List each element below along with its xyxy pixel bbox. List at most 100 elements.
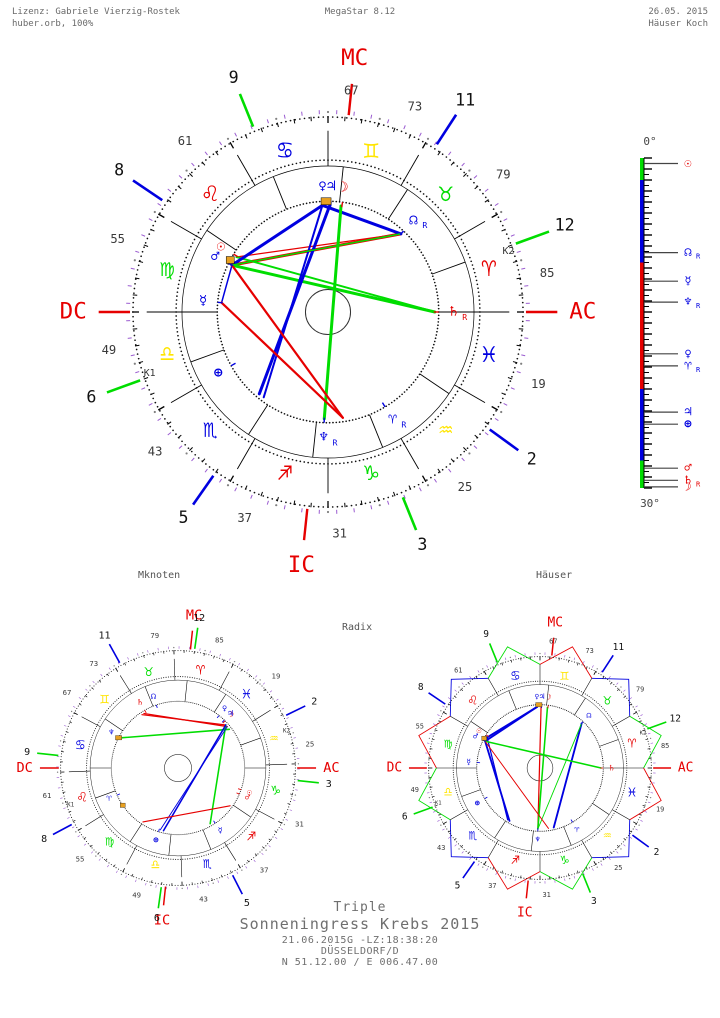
sign-divider bbox=[454, 384, 486, 404]
house-bar bbox=[488, 428, 520, 452]
center-circle bbox=[304, 288, 352, 336]
planet-glyph-north-node: ☊ bbox=[151, 692, 156, 702]
house-cusp bbox=[563, 826, 572, 846]
sign-glyph-pisces: ♓ bbox=[242, 686, 251, 703]
label-mknoten: Mknoten bbox=[138, 570, 181, 581]
sign-glyph-taurus: ♉ bbox=[603, 693, 612, 709]
degree-label-37: 37 bbox=[237, 511, 252, 525]
sign-divider bbox=[173, 658, 176, 681]
planet-tick bbox=[158, 828, 160, 832]
degree-label-43: 43 bbox=[437, 844, 445, 852]
scale-segment bbox=[640, 389, 644, 461]
planet-glyph-mercury: ☿ bbox=[218, 826, 223, 836]
aspect-lines bbox=[220, 203, 437, 421]
minor-tick-band bbox=[126, 110, 530, 514]
planet-glyph-neptune: ♆ bbox=[319, 429, 328, 445]
sign-glyph-libra: ♎ bbox=[151, 857, 160, 874]
aspect-line bbox=[486, 736, 509, 821]
planet-glyph-saturn: ♄ bbox=[609, 764, 614, 773]
house-number-6: 6 bbox=[402, 812, 408, 823]
sign-divider bbox=[400, 154, 420, 186]
sign-divider bbox=[236, 154, 256, 186]
scale-bottom-label: 30° bbox=[640, 497, 660, 510]
scale-segment bbox=[640, 180, 644, 263]
sign-glyph-aries: ♈ bbox=[628, 735, 637, 751]
planet-glyph-north-node: ☊ bbox=[409, 212, 418, 228]
house-bar bbox=[37, 752, 59, 757]
degree-label-25: 25 bbox=[614, 864, 622, 872]
scale-glyph-jupiter: ♃ bbox=[684, 405, 691, 419]
retrograde-marker-neptune: R bbox=[332, 437, 337, 447]
mknoten-chart-svg: ♍ ♌ ♋ ♊ ♉ ♈ ♓ ♒ ♑ ♐ ♏ ♎ MC IC AC DC 11 12 2 3 5 6 8 9 K1 K2 67 73 79… bbox=[16, 607, 339, 929]
sign-divider bbox=[252, 709, 271, 722]
house-number-3: 3 bbox=[326, 779, 332, 790]
aspect-line bbox=[484, 740, 549, 829]
scale-svg: 0° 30° ☉ ☊ R ☿ ♆ R ♀♈ R ♃⊕ ♂♄ R ☽ bbox=[640, 135, 701, 510]
house-bar bbox=[285, 705, 306, 716]
aspect-line bbox=[537, 706, 542, 830]
planet-tick bbox=[233, 253, 239, 258]
house-number-3: 3 bbox=[591, 896, 597, 907]
house-inner-dot-ring bbox=[216, 200, 440, 424]
sign-glyph-taurus: ♉ bbox=[144, 663, 153, 680]
planet-tick bbox=[236, 792, 240, 795]
scale-segment bbox=[640, 158, 644, 180]
house-bar bbox=[52, 823, 73, 836]
house-bar bbox=[428, 692, 446, 705]
planet-glyph-mercury: ☿ bbox=[199, 293, 208, 309]
conjunction-block bbox=[225, 256, 235, 264]
house-cusp bbox=[599, 739, 619, 747]
planet-tick bbox=[228, 262, 234, 267]
chart-meta: 26.05. 2015 Häuser Koch bbox=[648, 6, 708, 30]
house-bar bbox=[132, 179, 163, 202]
sign-glyph-scorpio: ♏ bbox=[203, 414, 218, 443]
axis-label-mc: MC bbox=[341, 45, 368, 71]
scale-glyph-north-node: ☊ bbox=[684, 245, 692, 259]
scale-glyph-neptune: ♆ bbox=[684, 295, 691, 309]
degree-label-55: 55 bbox=[110, 232, 125, 246]
planet-tick bbox=[222, 720, 226, 724]
axis-markers: MC IC AC DC bbox=[60, 45, 597, 578]
haeuser-chart[interactable]: ♍ ♌ ♋ ♊ ♉ ♈ ♓ ♒ ♑ ♐ ♏ ♎ MC IC AC DC 11 12 2 3 5 6 8 9 K1 K2 67 73 79… bbox=[380, 608, 700, 928]
degree-label-19: 19 bbox=[531, 377, 546, 391]
house-number-2: 2 bbox=[654, 847, 660, 858]
sign-glyph-virgo: ♍ bbox=[160, 253, 175, 282]
sign-glyph-cancer: ♋ bbox=[76, 736, 85, 753]
scale-ticks bbox=[644, 157, 652, 489]
house-number-8: 8 bbox=[41, 834, 47, 845]
degree-label-49: 49 bbox=[411, 786, 419, 794]
aspect-line bbox=[220, 264, 233, 304]
degree-label-43: 43 bbox=[199, 894, 208, 903]
house-cusp bbox=[470, 721, 488, 733]
main-radix-chart[interactable]: ♍ ♌ ♋ ♊ ♉ ♈ ♓ ♒ ♑ ♐ ♏ ♎ MC IC AC DC 11 12 2 3 5 6 8 9 K1 K2 67 73 79… bbox=[60, 45, 597, 578]
axis-label-ic: IC bbox=[154, 913, 170, 929]
planet-glyph-sun: ☉ bbox=[217, 238, 226, 254]
planet-glyph-north-node: ☊ bbox=[586, 711, 591, 720]
planet-glyph-neptune: ♆ bbox=[109, 728, 115, 738]
retrograde-marker-uranus: R bbox=[401, 420, 406, 430]
axis-label-ac: AC bbox=[569, 299, 596, 325]
planet-glyph-mars: ♂ bbox=[211, 249, 220, 265]
mknoten-chart[interactable]: ♍ ♌ ♋ ♊ ♉ ♈ ♓ ♒ ♑ ♐ ♏ ♎ MC IC AC DC 11 12 2 3 5 6 8 9 K1 K2 67 73 79… bbox=[16, 607, 339, 929]
sign-divider bbox=[265, 763, 288, 766]
house-bar bbox=[462, 861, 476, 879]
house-number-5: 5 bbox=[179, 508, 189, 527]
planet-glyph-jupiter: ♃ bbox=[539, 692, 544, 701]
planet-degree-scale[interactable]: 0° 30° ☉ ☊ R ☿ ♆ R ♀ ♈ R ♃ ⊕ ♂ ♄ R ☽ bbox=[628, 128, 714, 538]
house-cusp bbox=[546, 684, 549, 706]
house-number-12: 12 bbox=[193, 613, 205, 624]
sign-divider bbox=[85, 814, 104, 827]
aspect-line bbox=[231, 233, 402, 266]
aspect-line bbox=[552, 722, 583, 829]
house-star bbox=[418, 646, 662, 890]
degree-label-19: 19 bbox=[656, 805, 664, 813]
planet-glyph-uranus: ♈ bbox=[574, 825, 579, 834]
sign-divider bbox=[581, 678, 593, 696]
house-number-group: 11 12 2 3 5 6 8 9 K1 K2 bbox=[24, 613, 332, 924]
degree-label-55: 55 bbox=[416, 723, 424, 731]
house-cusp bbox=[339, 166, 344, 202]
scale-glyph-mercury: ☿ bbox=[684, 274, 691, 288]
degree-tick-band bbox=[428, 656, 652, 880]
sign-glyph-sagittarius: ♐ bbox=[277, 457, 292, 486]
degree-label-73: 73 bbox=[408, 100, 423, 114]
